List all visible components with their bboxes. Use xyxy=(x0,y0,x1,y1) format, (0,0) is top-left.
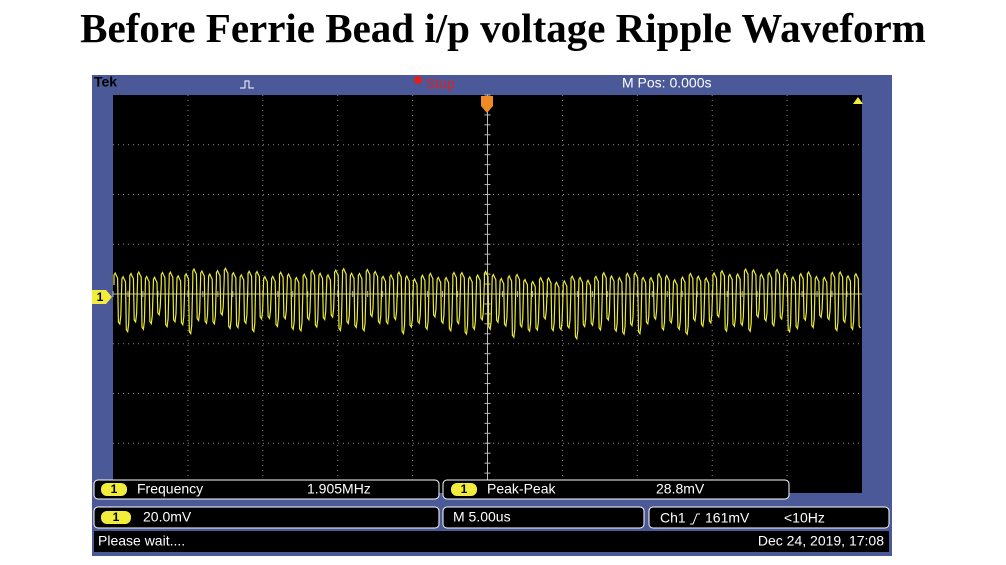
brand: Tek xyxy=(94,74,117,90)
horizontal-position: M Pos: 0.000s xyxy=(622,75,712,91)
ground-marker xyxy=(92,290,112,304)
timebase: M 5.00us xyxy=(453,509,511,525)
timestamp: Dec 24, 2019, 17:08 xyxy=(758,533,884,549)
channel-badge xyxy=(101,511,131,524)
channel-badge-label: 1 xyxy=(113,510,120,524)
channel-badge xyxy=(101,483,127,496)
page-title: Before Ferrie Bead i/p voltage Ripple Wa… xyxy=(80,5,926,51)
channel-badge-label: 1 xyxy=(461,482,468,496)
waveform xyxy=(113,266,861,341)
channel-badge-label: 1 xyxy=(111,482,118,496)
trigger-type-icon xyxy=(240,80,254,89)
timebase-box xyxy=(442,506,645,529)
measurement-name: Frequency xyxy=(137,481,203,497)
acquisition-state: Stop xyxy=(426,76,455,92)
measurement-value: 1.905MHz xyxy=(307,481,371,497)
measurement-value: 28.8mV xyxy=(656,481,705,497)
trigger-box xyxy=(648,506,890,529)
trigger-slope-icon xyxy=(690,513,700,525)
channel-scale-box xyxy=(93,506,440,529)
trigger-source: Ch1 xyxy=(660,510,686,526)
measurement-box xyxy=(93,479,440,500)
channel-scale: 20.0mV xyxy=(143,509,192,525)
grid xyxy=(112,94,862,494)
trigger-frequency: <10Hz xyxy=(784,510,825,526)
ground-marker-label: 1 xyxy=(97,290,104,304)
trigger-position-marker xyxy=(481,96,493,113)
trigger-level: 161mV xyxy=(705,510,750,526)
status-message: Please wait.... xyxy=(98,533,185,549)
trigger-level-marker xyxy=(853,97,863,104)
stop-indicator xyxy=(414,76,422,84)
measurement-box xyxy=(442,479,790,500)
message-bar xyxy=(94,531,889,552)
channel-badge xyxy=(451,483,477,496)
measurement-name: Peak-Peak xyxy=(487,481,556,497)
